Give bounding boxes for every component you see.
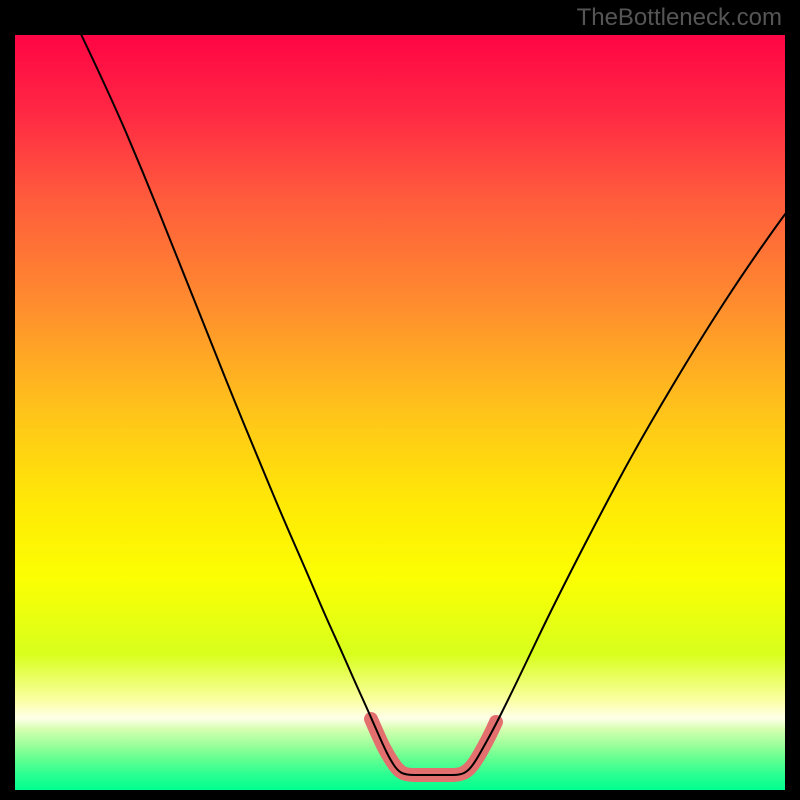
chart-svg bbox=[0, 0, 800, 800]
watermark-text: TheBottleneck.com bbox=[577, 4, 782, 32]
chart-container: TheBottleneck.com bbox=[0, 0, 800, 800]
gradient-fill bbox=[15, 35, 785, 790]
